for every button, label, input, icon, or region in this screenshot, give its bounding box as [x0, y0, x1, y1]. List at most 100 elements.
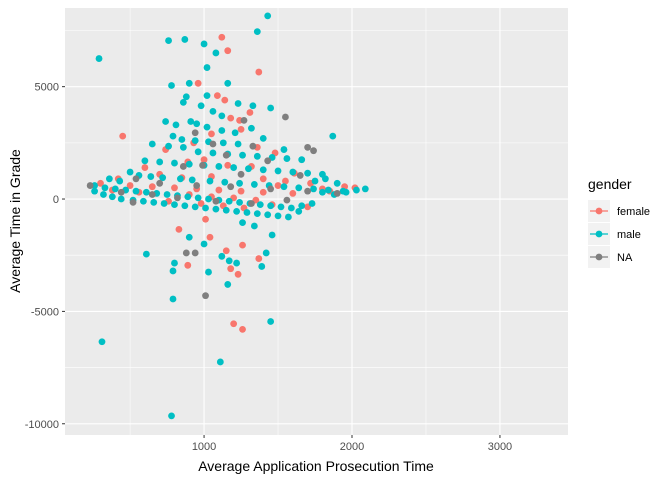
data-point-na [248, 200, 255, 207]
data-point-male [165, 37, 172, 44]
data-point-male [179, 98, 187, 106]
data-point-female [213, 92, 221, 100]
data-point-male [147, 173, 155, 180]
data-point-na [193, 182, 201, 189]
data-point-male [298, 156, 306, 164]
y-axis-ticks: -10000 -5000 0 5000 [25, 82, 65, 431]
data-point-male [126, 168, 134, 176]
data-point-male [160, 200, 168, 207]
legend-label-male: male [617, 229, 641, 241]
data-point-male [295, 184, 303, 192]
data-point-female [224, 161, 232, 169]
data-point-male [245, 165, 252, 173]
data-point-male [194, 194, 202, 202]
data-point-male [234, 140, 242, 148]
data-point-female [141, 164, 149, 171]
data-point-male [215, 163, 223, 170]
data-point-male [141, 157, 149, 165]
data-point-na [156, 179, 164, 187]
data-point-na [310, 147, 317, 155]
legend-key-point [595, 207, 603, 215]
data-point-male [182, 93, 190, 101]
data-point-male [194, 148, 202, 156]
data-point-na [264, 157, 272, 165]
data-point-female [208, 130, 215, 138]
data-point-male [218, 252, 226, 260]
data-point-na [148, 191, 156, 198]
data-point-male [169, 267, 177, 275]
data-point-na [129, 199, 137, 206]
data-point-male [179, 143, 187, 151]
data-point-na [199, 161, 206, 169]
data-point-female [171, 184, 178, 192]
data-point-male [268, 231, 276, 239]
data-point-male [304, 169, 312, 177]
data-point-male [216, 358, 224, 366]
data-point-male [202, 204, 209, 212]
data-point-na [333, 190, 341, 197]
data-point-na [191, 129, 199, 137]
data-point-female [224, 47, 232, 55]
data-point-male [117, 195, 125, 203]
data-point-female [184, 261, 192, 269]
data-point-male [310, 185, 317, 193]
data-point-male [200, 240, 208, 248]
data-point-female [289, 190, 297, 197]
data-point-female [239, 325, 246, 333]
data-point-female [97, 179, 104, 187]
y-tick-label: -5000 [31, 306, 59, 318]
data-point-male [259, 134, 267, 142]
data-point-male [165, 142, 172, 150]
legend-label-na: NA [617, 252, 633, 264]
data-point-male [148, 140, 156, 148]
data-point-na [179, 163, 187, 170]
data-point-male [253, 28, 261, 35]
data-point-male [193, 120, 201, 128]
data-point-male [209, 107, 217, 115]
x-tick-label: 1000 [192, 441, 216, 453]
x-tick-label: 2000 [340, 441, 364, 453]
data-point-male [171, 259, 178, 267]
data-point-male [280, 146, 288, 153]
data-point-male [206, 177, 214, 185]
data-point-male [169, 132, 177, 140]
data-point-male [176, 175, 184, 183]
data-point-na [174, 194, 181, 202]
data-point-na [282, 113, 289, 121]
data-point-female [200, 156, 208, 164]
data-point-male [243, 209, 251, 216]
data-point-female [282, 177, 289, 185]
data-point-male [274, 212, 282, 220]
data-point-male [233, 207, 241, 215]
data-point-male [205, 195, 212, 203]
data-point-female [218, 33, 226, 41]
data-point-male [221, 178, 229, 186]
data-point-female [274, 182, 282, 189]
data-point-female [230, 320, 238, 328]
y-tick-label: -10000 [25, 419, 59, 431]
data-point-male [236, 199, 243, 206]
legend-label-female: female [617, 206, 650, 218]
data-point-male [329, 132, 337, 140]
data-point-male [132, 187, 140, 195]
data-point-na [296, 172, 304, 179]
data-point-male [172, 121, 180, 129]
data-point-male [187, 118, 195, 125]
y-tick-label: 5000 [35, 82, 59, 94]
data-point-na [191, 249, 199, 257]
data-point-male [169, 295, 177, 303]
data-point-female [227, 114, 235, 122]
data-point-na [283, 196, 291, 204]
legend-title: gender [588, 176, 632, 192]
data-point-male [253, 152, 261, 160]
major-gridlines [65, 8, 568, 435]
data-point-male [203, 123, 211, 131]
data-point-male [274, 167, 282, 175]
data-point-male [239, 219, 246, 227]
data-point-female [197, 200, 205, 207]
data-point-male [105, 175, 113, 183]
data-point-male [284, 213, 292, 221]
data-point-male [353, 186, 360, 194]
data-point-male [203, 92, 211, 100]
